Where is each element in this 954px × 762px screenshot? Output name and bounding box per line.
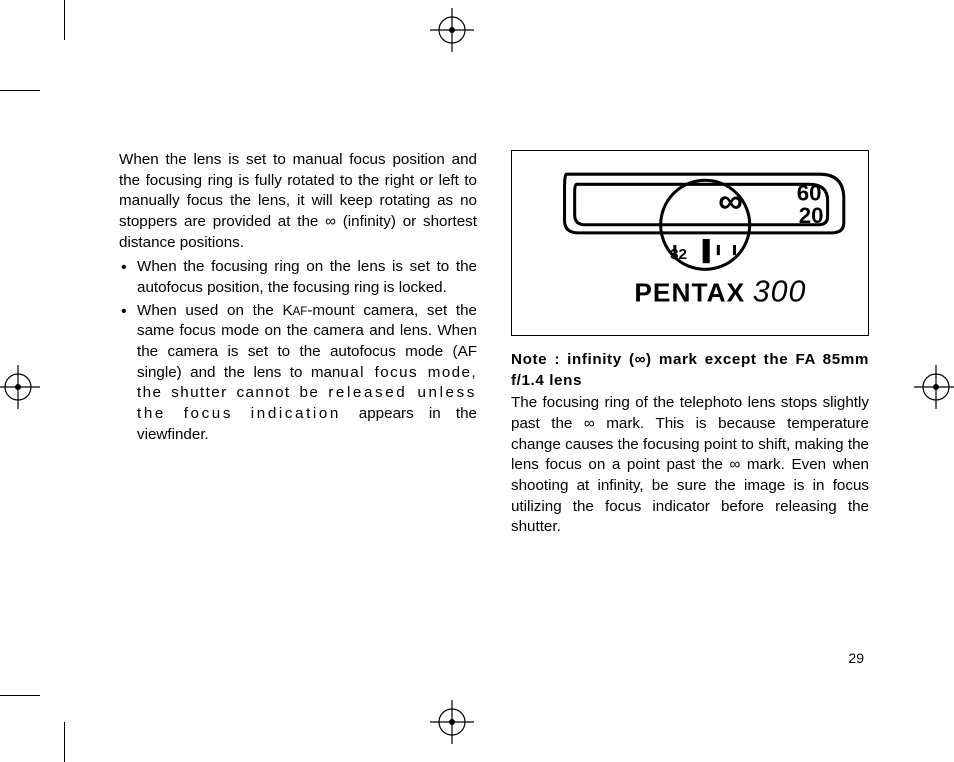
intro-paragraph: When the lens is set to manual focus pos…: [119, 150, 477, 253]
bullet-text-smallcaps: AF: [293, 306, 308, 318]
lens-figure: ∞ 60 20 32 PENTAX 300: [511, 150, 869, 336]
registration-mark: [430, 8, 474, 52]
bullet-item: When used on the KAF-mount camera, set t…: [119, 301, 477, 446]
registration-mark: [430, 700, 474, 744]
right-column: ∞ 60 20 32 PENTAX 300 Note : infinity (∞…: [511, 150, 869, 600]
svg-text:PENTAX: PENTAX: [634, 278, 745, 308]
bullet-list: When the focusing ring on the lens is se…: [119, 257, 477, 445]
bullet-text: When used on the K: [137, 302, 293, 319]
crop-mark: [64, 0, 65, 40]
crop-mark: [64, 722, 65, 762]
svg-text:20: 20: [799, 203, 824, 228]
crop-mark: [0, 695, 40, 696]
page-content: When the lens is set to manual focus pos…: [119, 150, 869, 600]
left-column: When the lens is set to manual focus pos…: [119, 150, 477, 600]
registration-mark: [0, 365, 40, 409]
registration-mark: [914, 365, 954, 409]
page-number: 29: [848, 650, 864, 666]
svg-text:300: 300: [753, 276, 807, 309]
bullet-item: When the focusing ring on the lens is se…: [119, 257, 477, 298]
crop-mark: [0, 90, 40, 91]
svg-text:32: 32: [670, 246, 687, 263]
note-body: The focusing ring of the telephoto lens …: [511, 393, 869, 538]
svg-text:60: 60: [797, 181, 822, 206]
note-heading: Note : infinity (∞) mark except the FA 8…: [511, 350, 869, 391]
